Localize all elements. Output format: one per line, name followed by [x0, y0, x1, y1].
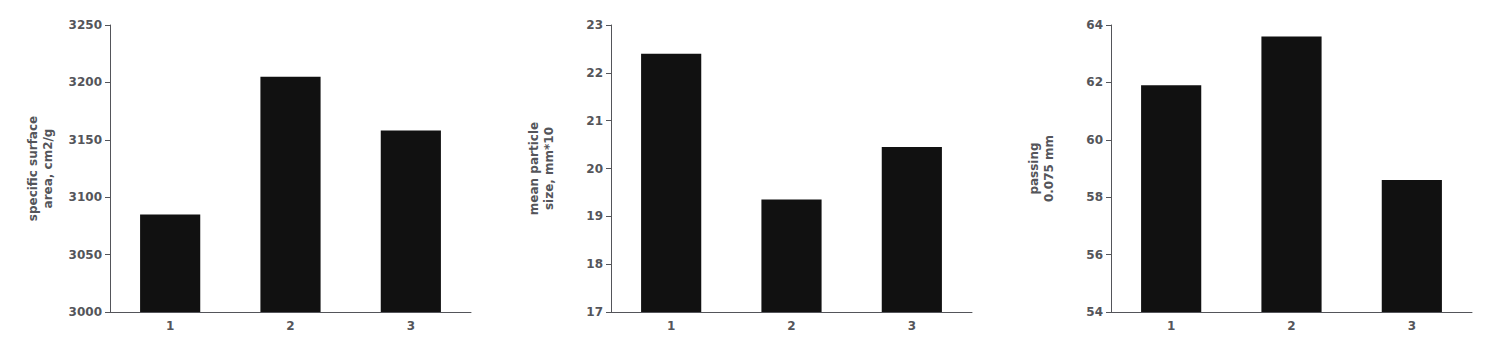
svg-text:3100: 3100	[69, 190, 102, 204]
svg-text:3200: 3200	[69, 75, 102, 89]
svg-text:60: 60	[1086, 133, 1103, 147]
svg-text:3250: 3250	[69, 18, 102, 32]
svg-text:3000: 3000	[69, 305, 102, 319]
svg-text:56: 56	[1086, 248, 1103, 262]
svg-text:19: 19	[586, 209, 603, 223]
svg-text:1: 1	[667, 319, 675, 333]
svg-text:17: 17	[586, 305, 603, 319]
svg-text:62: 62	[1086, 75, 1103, 89]
svg-text:18: 18	[586, 257, 603, 271]
svg-text:size, mm*10: size, mm*10	[542, 127, 556, 210]
svg-text:20: 20	[586, 162, 603, 176]
svg-text:2: 2	[1287, 319, 1295, 333]
svg-text:23: 23	[586, 18, 603, 32]
svg-text:2: 2	[787, 319, 795, 333]
svg-text:specific surface: specific surface	[26, 116, 40, 221]
svg-text:3150: 3150	[69, 133, 102, 147]
svg-text:54: 54	[1086, 305, 1103, 319]
svg-text:3: 3	[908, 319, 916, 333]
svg-text:3: 3	[1408, 319, 1416, 333]
svg-text:mean particle: mean particle	[527, 122, 541, 215]
svg-text:0.075 mm: 0.075 mm	[1042, 135, 1056, 202]
svg-text:passing: passing	[1027, 142, 1041, 194]
svg-text:2: 2	[286, 319, 294, 333]
svg-text:1: 1	[1167, 319, 1175, 333]
svg-text:21: 21	[586, 114, 603, 128]
svg-text:1: 1	[166, 319, 174, 333]
svg-text:3: 3	[407, 319, 415, 333]
svg-text:area, cm2/g: area, cm2/g	[41, 129, 55, 209]
svg-text:64: 64	[1086, 18, 1103, 32]
svg-text:3050: 3050	[69, 248, 102, 262]
svg-text:22: 22	[586, 66, 603, 80]
svg-text:58: 58	[1086, 190, 1103, 204]
